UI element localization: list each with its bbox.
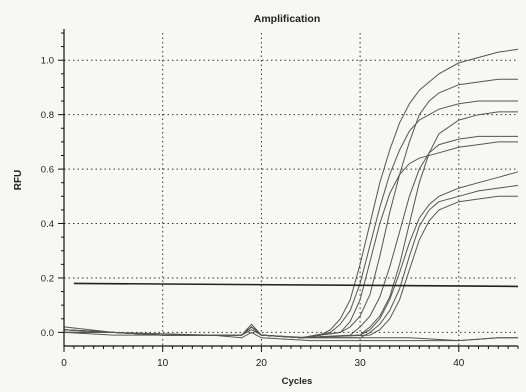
amplification-curve <box>64 184 519 339</box>
x-tick-label: 10 <box>157 358 169 369</box>
x-tick-label: 0 <box>61 358 67 369</box>
amplification-curve <box>64 100 518 339</box>
x-tick-label: 40 <box>453 358 465 369</box>
axis-layer: 0 10 20 30 40 0.0 0.2 0.4 0.6 0.8 1.0 <box>41 29 519 369</box>
grid-layer <box>64 33 518 346</box>
y-tick-label: 0.4 <box>41 219 54 230</box>
amplification-curve <box>63 78 518 339</box>
amplification-curve <box>63 171 519 339</box>
amplification-curve <box>64 141 518 339</box>
amplification-curve <box>64 111 518 339</box>
chart-title: Amplification <box>254 13 321 25</box>
y-tick-label: 1.0 <box>41 56 54 67</box>
y-tick-label: 0.2 <box>41 273 54 284</box>
amplification-curve <box>63 48 519 339</box>
x-tick-label: 30 <box>355 358 367 369</box>
threshold-line <box>73 282 519 288</box>
y-tick-label: 0.0 <box>41 328 54 339</box>
x-axis-label: Cycles <box>282 376 313 387</box>
amplification-curve <box>63 135 518 339</box>
y-axis-label: RFU <box>13 170 24 191</box>
threshold-layer <box>73 282 519 288</box>
y-tick-label: 0.8 <box>41 110 54 121</box>
y-tick-label: 0.6 <box>41 165 54 176</box>
amplification-curve <box>63 329 518 342</box>
amplification-curve <box>63 195 518 339</box>
x-tick-label: 20 <box>256 358 268 369</box>
series-layer <box>63 48 519 342</box>
